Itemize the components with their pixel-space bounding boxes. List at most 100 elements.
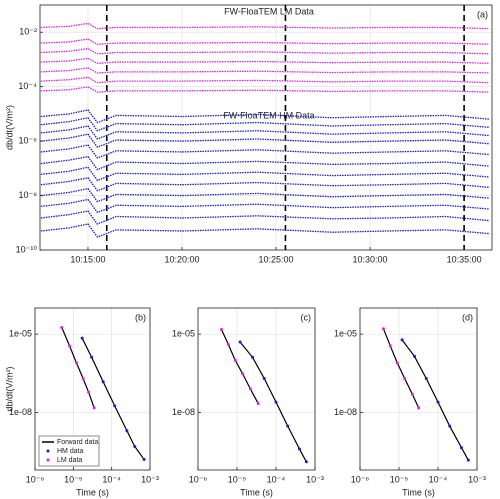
series-line — [40, 177, 490, 192]
y-tick-label: 1e-08 — [334, 407, 357, 417]
y-tick-label: 10⁻⁶ — [19, 135, 38, 145]
data-point — [424, 377, 428, 381]
panel-label: (a) — [477, 9, 488, 19]
series-line — [40, 38, 490, 45]
x-tick-label: 10⁻⁶ — [26, 474, 45, 484]
forward-line — [239, 341, 307, 463]
data-point — [286, 424, 290, 428]
series-line — [40, 155, 490, 171]
data-point — [448, 424, 452, 428]
data-point — [459, 446, 463, 450]
data-point — [262, 377, 266, 381]
series-line — [40, 198, 490, 214]
plot-frame — [359, 307, 478, 471]
plot-frame — [197, 307, 316, 471]
series-line — [40, 76, 490, 84]
data-point — [436, 400, 440, 404]
data-point — [68, 344, 72, 348]
x-tick-label: 10:35:00 — [447, 254, 482, 264]
data-point — [80, 336, 84, 340]
series-line — [40, 57, 490, 64]
y-tick-label: 1e-05 — [334, 329, 357, 339]
data-point — [388, 344, 392, 348]
y-axis-label: db/dt(V/m²) — [4, 105, 14, 150]
data-point — [297, 447, 301, 451]
legend-swatch — [46, 458, 50, 462]
series-line — [40, 187, 490, 203]
y-tick-label: 1e-05 — [9, 329, 32, 339]
x-tick-label: 10⁻³ — [306, 474, 324, 484]
data-point — [133, 444, 137, 448]
y-tick-label: 1e-08 — [172, 407, 195, 417]
series-line — [40, 210, 490, 225]
data-point — [395, 361, 399, 365]
data-point — [417, 406, 421, 410]
series-line — [40, 133, 490, 148]
data-point — [256, 402, 260, 406]
data-point — [304, 460, 308, 464]
data-point — [248, 387, 252, 391]
x-tick-label: 10⁻³ — [141, 474, 159, 484]
x-tick-label: 10:25:00 — [259, 254, 294, 264]
series-line — [40, 109, 490, 124]
panel-label: (c) — [301, 312, 312, 322]
y-tick-label: 1e-05 — [172, 329, 195, 339]
series-line — [40, 166, 490, 182]
x-axis-label: Time (s) — [402, 487, 435, 497]
x-tick-label: 10:15:00 — [70, 254, 105, 264]
data-point — [74, 361, 78, 365]
data-point — [60, 325, 64, 329]
data-point — [413, 354, 417, 358]
data-point — [142, 457, 146, 461]
data-point — [125, 429, 129, 433]
data-point — [92, 406, 96, 410]
data-point — [113, 404, 117, 408]
x-tick-label: 10⁻⁴ — [429, 474, 448, 484]
forward-line — [382, 328, 420, 409]
x-tick-label: 10⁻³ — [468, 474, 486, 484]
x-tick-label: 10⁻⁵ — [64, 474, 83, 484]
x-axis-label: Time (s) — [76, 487, 109, 497]
plot-frame — [34, 307, 151, 471]
panel-label: (b) — [135, 312, 146, 322]
series-line — [40, 47, 490, 55]
panel-label: (d) — [462, 312, 473, 322]
annotation: FW-FloaTEM LM Data — [224, 6, 314, 16]
data-point — [466, 458, 470, 462]
series-line — [40, 86, 490, 93]
data-point — [238, 340, 242, 344]
legend-label: Forward data — [57, 439, 98, 446]
data-point — [87, 390, 91, 394]
x-tick-label: 10:20:00 — [164, 254, 199, 264]
data-point — [400, 338, 404, 342]
x-axis-label: Time (s) — [240, 487, 273, 497]
x-tick-label: 10⁻⁵ — [390, 474, 409, 484]
forward-line — [61, 327, 95, 409]
series-line — [40, 22, 490, 30]
legend-label: HM data — [57, 448, 84, 455]
y-tick-label: 10⁻⁸ — [18, 190, 37, 200]
y-tick-label: 10⁻² — [19, 27, 37, 37]
x-tick-label: 10:30:00 — [353, 254, 388, 264]
x-tick-label: 10⁻⁵ — [228, 474, 247, 484]
data-point — [251, 355, 255, 359]
x-tick-label: 10⁻⁶ — [351, 474, 370, 484]
data-point — [403, 377, 407, 381]
x-tick-label: 10⁻⁴ — [267, 474, 286, 484]
data-point — [381, 327, 385, 331]
forward-line — [220, 329, 259, 404]
data-point — [233, 358, 237, 362]
data-point — [226, 343, 230, 347]
x-tick-label: 10⁻⁶ — [189, 474, 208, 484]
forward-line — [401, 339, 469, 461]
data-point — [101, 380, 105, 384]
data-point — [81, 377, 85, 381]
y-tick-label: 1e-08 — [9, 407, 32, 417]
y-tick-label: 10⁻⁴ — [18, 81, 37, 91]
series-line — [40, 223, 490, 238]
data-point — [241, 372, 245, 376]
data-point — [410, 392, 414, 396]
plot-frame — [39, 4, 493, 251]
series-line — [40, 125, 490, 140]
